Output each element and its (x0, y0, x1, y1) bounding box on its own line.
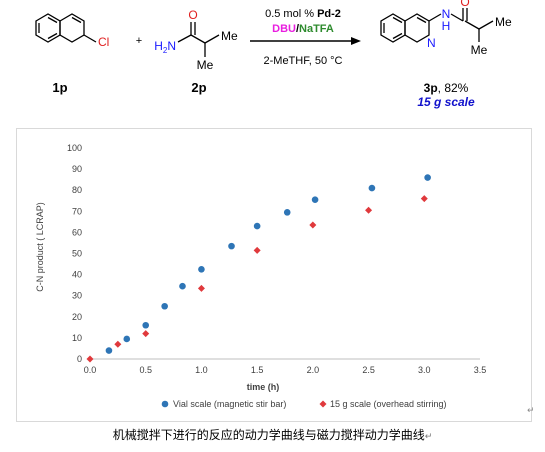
product-ring-nitrogen: N (427, 36, 436, 50)
x-axis-label: time (h) (247, 382, 280, 392)
conditions-catalyst: 0.5 mol % Pd-2 (265, 8, 341, 20)
data-point-vial (228, 242, 235, 250)
x-tick-label: 2.5 (362, 365, 375, 375)
plus-sign: + (136, 35, 142, 47)
kinetics-scatter-chart: 0 10 20 30 40 50 60 70 80 90 100 0.0 0.5 1.0 1.5 2.0 2.… (35, 143, 487, 409)
y-tick-label: 60 (72, 227, 82, 237)
product-label-yield: 3p, 82% (424, 81, 469, 95)
conditions-solvent-temperature: 2-MeTHF, 50 °C (264, 55, 343, 67)
figure-caption: 机械搅拌下进行的反应的动力学曲线与磁力搅拌动力学曲线↵ (0, 426, 545, 443)
y-tick-label: 0 (77, 354, 82, 364)
data-point-vial (424, 174, 431, 181)
caption-return-mark: ↵ (424, 432, 433, 442)
data-point-vial (311, 196, 319, 203)
x-tick-label: 0.5 (139, 365, 152, 375)
data-point-15g (86, 355, 94, 363)
reactant-1-chlorine: Cl (98, 35, 109, 49)
product-amide-nitrogen: N (442, 7, 451, 21)
x-tick-label: 2.0 (307, 365, 320, 375)
data-point-15g (365, 206, 373, 214)
y-axis-label: C-N product ( LCRAP) (35, 202, 45, 292)
y-tick-label: 80 (72, 185, 82, 195)
series-1-points (105, 174, 431, 354)
data-series (86, 174, 431, 363)
reactant-2-methyl-2: Me (197, 58, 214, 72)
x-tick-labels: 0.0 0.5 1.0 1.5 2.0 2.5 3.0 3.5 (84, 365, 487, 375)
reactant-2-amine: H2N (154, 39, 176, 55)
y-tick-label: 30 (72, 291, 82, 301)
data-point-15g (114, 340, 122, 348)
product-scale: 15 g scale (417, 95, 475, 109)
reactant-2-label: 2p (191, 80, 206, 95)
data-point-vial (161, 302, 168, 310)
product-structure (380, 8, 494, 43)
chart-frame: 0 10 20 30 40 50 60 70 80 90 100 0.0 0.5 1.0 1.5 2.0 2.… (16, 128, 532, 422)
reactant-1-label: 1p (52, 80, 67, 95)
legend-label-15g: 15 g scale (overhead stirring) (330, 399, 447, 409)
x-tick-label: 3.5 (474, 365, 487, 375)
data-point-15g (197, 284, 205, 292)
y-tick-label: 70 (72, 206, 82, 216)
data-point-15g (253, 246, 261, 254)
x-tick-label: 1.0 (195, 365, 208, 375)
caption-text: 机械搅拌下进行的反应的动力学曲线与磁力搅拌动力学曲线 (112, 428, 425, 442)
product-amide-hydrogen: H (442, 19, 451, 33)
data-point-15g (142, 330, 150, 338)
y-tick-label: 20 (72, 312, 82, 322)
x-tick-label: 1.5 (251, 365, 264, 375)
data-point-vial (198, 266, 205, 273)
product-oxygen: O (460, 0, 469, 9)
y-tick-labels: 0 10 20 30 40 50 60 70 80 90 100 (67, 143, 82, 364)
y-tick-label: 100 (67, 143, 82, 153)
legend-label-vial: Vial scale (magnetic stir bar) (173, 399, 286, 409)
product-methyl-1: Me (495, 15, 512, 29)
reactant-2-structure (177, 22, 220, 57)
reactant-2-oxygen: O (188, 8, 197, 22)
y-tick-label: 90 (72, 164, 82, 174)
y-tick-label: 40 (72, 270, 82, 280)
reactant-1-structure (35, 13, 97, 43)
data-point-vial (368, 184, 376, 192)
y-tick-label: 10 (72, 333, 82, 343)
conditions-base-additive: DBU/NaTFA (272, 23, 334, 35)
edge-return-mark: ↵ (527, 405, 535, 415)
data-point-15g (420, 195, 428, 203)
y-tick-label: 50 (72, 249, 82, 259)
reactant-2-methyl-1: Me (221, 29, 238, 43)
data-point-vial (283, 209, 291, 216)
reaction-scheme: Cl 1p + H2N O Me Me 2p 0.5 mol % Pd-2 DB… (35, 0, 512, 109)
legend-marker-vial (161, 400, 169, 408)
data-point-vial (253, 222, 261, 230)
data-point-15g (309, 221, 317, 229)
data-point-vial (142, 321, 150, 329)
legend-marker-15g (319, 400, 327, 408)
x-tick-label: 0.0 (84, 365, 97, 375)
product-methyl-2: Me (471, 43, 488, 57)
data-point-vial (105, 347, 113, 354)
series-2-points (86, 195, 428, 363)
data-point-vial (123, 335, 131, 343)
data-point-vial (179, 282, 186, 290)
x-tick-label: 3.0 (418, 365, 431, 375)
reaction-arrow (250, 37, 361, 45)
chart-legend: Vial scale (magnetic stir bar) 15 g scal… (161, 399, 447, 409)
